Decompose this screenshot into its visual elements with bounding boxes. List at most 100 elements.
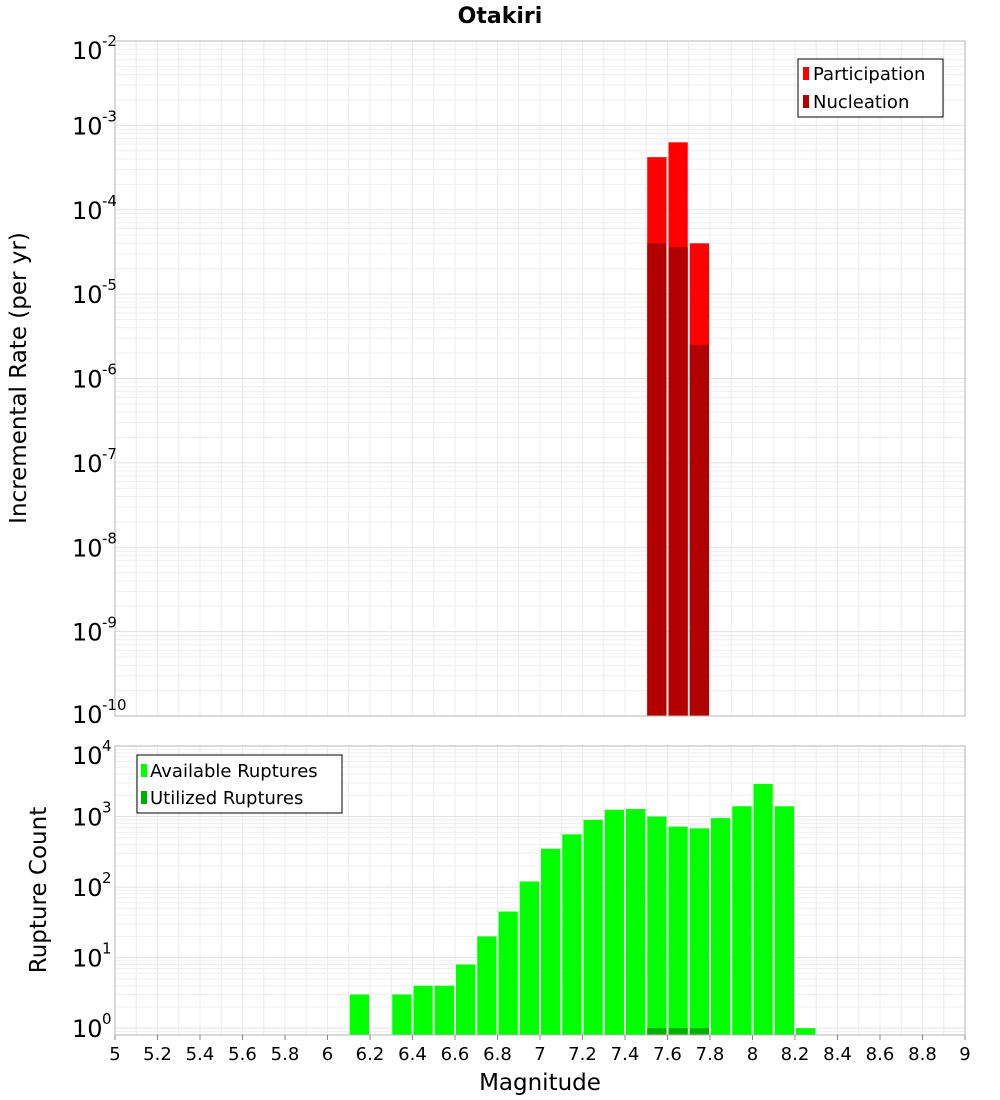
utilized-ruptures-bar bbox=[689, 1028, 709, 1035]
x-tick-label: 5 bbox=[109, 1044, 120, 1065]
chart-title: Otakiri bbox=[458, 4, 543, 29]
x-tick-label: 5.2 bbox=[143, 1044, 172, 1065]
y-tick-exponent: -6 bbox=[102, 361, 117, 379]
x-tick-label: 6 bbox=[322, 1044, 333, 1065]
y-tick-label: 10 bbox=[72, 945, 103, 973]
top-legend-box bbox=[797, 58, 944, 118]
available-ruptures-bar bbox=[647, 816, 667, 1035]
top-plot-frame bbox=[114, 40, 966, 717]
bottom-bars bbox=[349, 783, 816, 1035]
y-tick-exponent: 1 bbox=[102, 940, 112, 958]
utilized-ruptures-bar bbox=[647, 1028, 667, 1035]
y-tick-exponent: 2 bbox=[102, 869, 112, 887]
y-tick-exponent: 0 bbox=[102, 1010, 112, 1028]
y-tick-label: 10 bbox=[72, 281, 103, 309]
legend-swatch-available bbox=[141, 764, 147, 777]
available-ruptures-bar bbox=[753, 783, 773, 1035]
available-ruptures-bar bbox=[392, 994, 412, 1035]
x-tick-label: 5.6 bbox=[228, 1044, 257, 1065]
available-ruptures-bar bbox=[689, 828, 709, 1035]
available-ruptures-bar bbox=[498, 911, 518, 1035]
y-tick-exponent: -5 bbox=[102, 276, 117, 294]
available-ruptures-bar bbox=[519, 881, 539, 1035]
legend-label-participation: Participation bbox=[813, 64, 925, 85]
x-tick-label: 8.6 bbox=[866, 1044, 895, 1065]
y-tick-exponent: -8 bbox=[102, 529, 117, 547]
y-tick-label: 10 bbox=[72, 112, 103, 140]
x-tick-label: 5.4 bbox=[186, 1044, 215, 1065]
available-ruptures-bar bbox=[711, 818, 731, 1035]
available-ruptures-bar bbox=[456, 964, 476, 1035]
legend-label-nucleation: Nucleation bbox=[813, 92, 909, 113]
available-ruptures-bar bbox=[477, 936, 497, 1035]
x-tick-label: 8.4 bbox=[823, 1044, 852, 1065]
y-tick-label: 10 bbox=[72, 197, 103, 225]
x-tick-label: 7 bbox=[534, 1044, 545, 1065]
y-tick-exponent: -3 bbox=[102, 107, 117, 125]
nucleation-bar bbox=[689, 344, 709, 716]
available-ruptures-bar bbox=[583, 819, 603, 1035]
x-axis-label: Magnitude bbox=[479, 1070, 601, 1096]
x-tick-label: 6.4 bbox=[398, 1044, 427, 1065]
x-tick-label: 7.6 bbox=[653, 1044, 682, 1065]
y-tick-label: 10 bbox=[72, 874, 103, 902]
y-tick-label: 10 bbox=[72, 619, 103, 647]
x-tick-label: 8.8 bbox=[908, 1044, 937, 1065]
available-ruptures-bar bbox=[349, 994, 369, 1035]
available-ruptures-bar bbox=[774, 806, 794, 1035]
y-tick-label: 10 bbox=[72, 742, 103, 770]
top-y-axis-label: Incremental Rate (per yr) bbox=[6, 232, 32, 524]
x-tick-label: 7.2 bbox=[568, 1044, 597, 1065]
y-tick-exponent: -9 bbox=[102, 614, 117, 632]
nucleation-bar bbox=[647, 243, 667, 717]
available-ruptures-bar bbox=[626, 808, 646, 1035]
y-tick-label: 10 bbox=[72, 450, 103, 478]
bottom-legend: Available Ruptures Utilized Ruptures bbox=[136, 754, 343, 814]
x-tick-label: 8.2 bbox=[781, 1044, 810, 1065]
bottom-x-ticks: 5 5.2 5.4 5.6 5.8 6 6.2 6.4 6.6 6.8 7 7.2 7.4 7.6 7.8 8… bbox=[109, 1035, 971, 1065]
y-tick-label: 10 bbox=[72, 701, 103, 729]
y-tick-label: 10 bbox=[72, 804, 103, 832]
legend-swatch-participation bbox=[803, 67, 809, 80]
available-ruptures-bar bbox=[562, 834, 582, 1035]
legend-swatch-utilized bbox=[141, 791, 147, 804]
legend-label-available: Available Ruptures bbox=[150, 761, 318, 782]
available-ruptures-bar bbox=[668, 826, 688, 1035]
available-ruptures-bar bbox=[413, 985, 433, 1035]
x-tick-label: 8 bbox=[747, 1044, 758, 1065]
legend-swatch-nucleation bbox=[803, 95, 809, 108]
y-tick-label: 10 bbox=[72, 1015, 103, 1043]
y-tick-exponent: 4 bbox=[102, 737, 112, 755]
top-panel: 10-210-310-410-510-610-710-810-910-10 In… bbox=[6, 32, 966, 729]
available-ruptures-bar bbox=[796, 1028, 816, 1035]
y-tick-exponent: -2 bbox=[102, 32, 117, 50]
legend-label-utilized: Utilized Ruptures bbox=[150, 788, 303, 809]
available-ruptures-bar bbox=[604, 809, 624, 1035]
top-grid bbox=[115, 40, 966, 717]
x-tick-label: 7.8 bbox=[696, 1044, 725, 1065]
bottom-y-axis-label: Rupture Count bbox=[26, 807, 52, 973]
available-ruptures-bar bbox=[434, 985, 454, 1035]
y-tick-exponent: -10 bbox=[102, 696, 127, 714]
utilized-ruptures-bar bbox=[668, 1028, 688, 1035]
y-tick-label: 10 bbox=[72, 37, 103, 65]
top-legend: Participation Nucleation bbox=[797, 58, 944, 118]
x-tick-label: 7.4 bbox=[611, 1044, 640, 1065]
top-bars bbox=[647, 142, 709, 717]
y-tick-label: 10 bbox=[72, 534, 103, 562]
available-ruptures-bar bbox=[541, 848, 561, 1035]
y-tick-exponent: -7 bbox=[102, 445, 117, 463]
x-tick-label: 9 bbox=[959, 1044, 970, 1065]
top-y-ticks: 10-210-310-410-510-610-710-810-910-10 bbox=[72, 32, 127, 729]
x-tick-label: 6.6 bbox=[441, 1044, 470, 1065]
y-tick-label: 10 bbox=[72, 366, 103, 394]
bottom-legend-box bbox=[136, 754, 343, 814]
x-tick-label: 5.8 bbox=[271, 1044, 300, 1065]
y-tick-exponent: -4 bbox=[102, 192, 117, 210]
x-tick-label: 6.2 bbox=[356, 1044, 385, 1065]
nucleation-bar bbox=[668, 247, 688, 716]
x-tick-label: 6.8 bbox=[483, 1044, 512, 1065]
